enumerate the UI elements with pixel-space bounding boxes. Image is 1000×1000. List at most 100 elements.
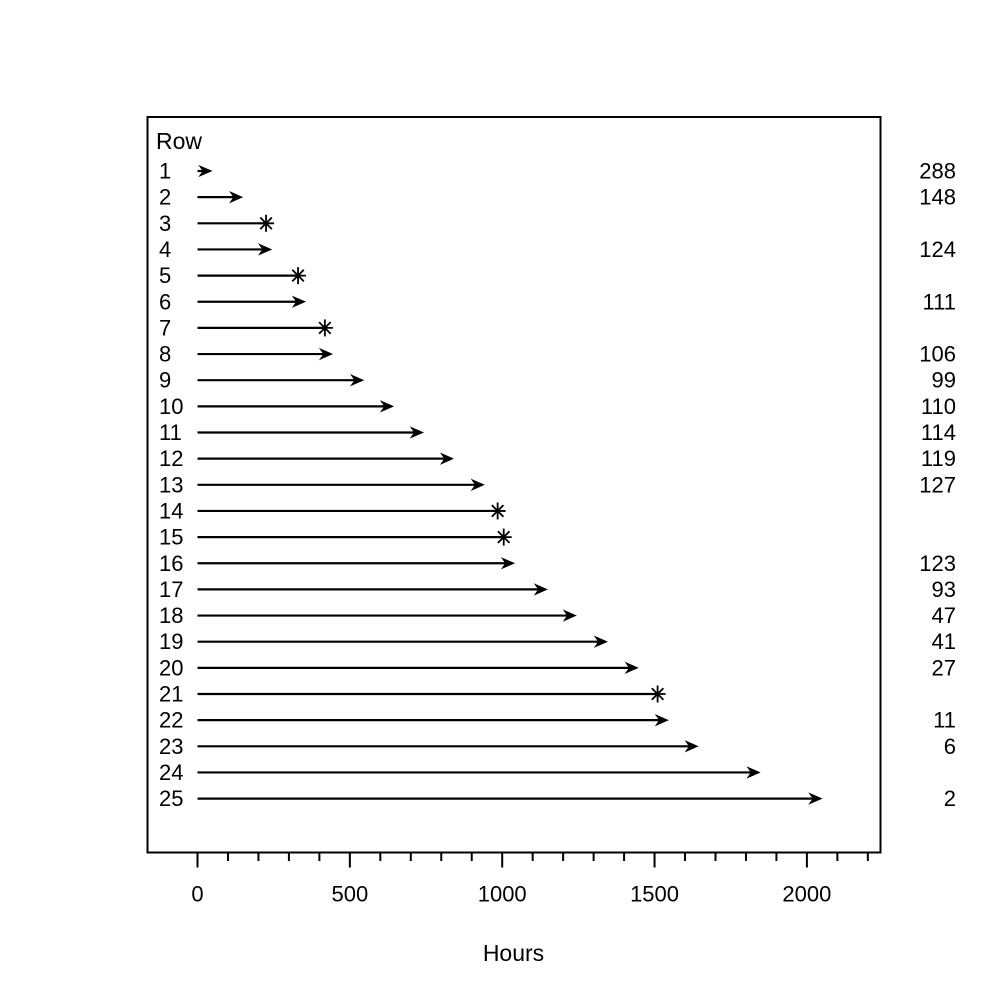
event-row: 21 — [159, 682, 666, 707]
right-count-label: 41 — [932, 629, 956, 654]
arrow-icon — [379, 400, 395, 413]
row-label: 3 — [159, 211, 171, 236]
event-row: 9 99 — [159, 368, 956, 393]
right-count-label: 148 — [919, 185, 956, 210]
right-count-label: 111 — [923, 289, 956, 314]
arrow-icon — [654, 713, 669, 727]
row-label: 22 — [159, 708, 183, 733]
event-row: 18 47 — [159, 603, 956, 628]
x-axis-tick-label: 1500 — [630, 882, 679, 907]
event-row: 19 41 — [159, 629, 956, 654]
row-label: 25 — [159, 786, 183, 811]
row-label: 21 — [159, 682, 183, 707]
event-row: 2 148 — [159, 185, 956, 210]
right-count-label: 110 — [921, 394, 956, 419]
asterisk-icon — [489, 502, 506, 520]
x-axis-tick-label: 2000 — [782, 882, 831, 907]
right-count-label: 127 — [919, 472, 956, 497]
row-label: 9 — [159, 368, 171, 393]
asterisk-ray-d2 — [291, 269, 305, 283]
right-count-label: 114 — [921, 420, 956, 445]
row-label: 19 — [159, 629, 183, 654]
event-row: 17 93 — [159, 577, 956, 602]
arrow-icon — [500, 557, 516, 570]
event-row: 1 288 — [159, 159, 956, 184]
asterisk-ray-d2 — [651, 687, 665, 701]
event-row: 4 124 — [159, 237, 956, 262]
event-row: 15 — [159, 525, 512, 550]
event-row: 14 — [159, 498, 506, 523]
event-row: 24 — [159, 760, 761, 785]
row-label: 12 — [159, 446, 183, 471]
arrow-icon — [746, 766, 761, 779]
event-row: 8 106 — [159, 342, 956, 367]
right-count-label: 99 — [932, 368, 956, 393]
row-label: 17 — [159, 577, 183, 602]
row-label: 4 — [159, 237, 171, 262]
arrow-icon — [562, 609, 577, 622]
row-label: 20 — [159, 655, 183, 680]
right-count-label: 47 — [932, 603, 956, 628]
asterisk-ray-d2 — [318, 321, 332, 335]
event-row: 20 27 — [159, 655, 956, 680]
asterisk-icon — [495, 528, 512, 546]
right-count-label: 2 — [944, 786, 956, 811]
arrow-icon — [808, 792, 823, 805]
event-row: 23 6 — [159, 734, 956, 759]
row-label: 23 — [159, 734, 183, 759]
row-label: 2 — [159, 185, 171, 210]
event-row: 13 127 — [159, 472, 956, 497]
event-row: 3 — [159, 211, 275, 236]
event-row: 25 2 — [159, 786, 956, 811]
asterisk-ray-d2 — [491, 504, 505, 518]
event-row: 6 111 — [159, 289, 956, 314]
right-count-label: 6 — [944, 734, 956, 759]
arrow-icon — [593, 635, 608, 648]
row-label: 24 — [159, 760, 183, 785]
row-label: 1 — [159, 159, 171, 184]
arrow-icon — [258, 243, 273, 256]
asterisk-icon — [258, 214, 275, 232]
event-row: 22 11 — [159, 708, 956, 733]
arrow-icon — [533, 583, 548, 596]
arrow-icon — [318, 347, 334, 361]
arrow-icon — [409, 426, 424, 439]
row-label: 10 — [159, 394, 183, 419]
right-count-label: 124 — [919, 237, 956, 262]
arrow-icon — [198, 164, 213, 178]
right-count-label: 27 — [932, 655, 956, 680]
asterisk-icon — [649, 685, 666, 703]
x-axis-tick-label: 0 — [191, 882, 203, 907]
right-count-label: 11 — [933, 708, 956, 733]
row-label: 16 — [159, 551, 183, 576]
row-label: 8 — [159, 342, 171, 367]
row-label: 13 — [159, 472, 183, 497]
plot-box — [146, 116, 882, 854]
event-row: 11 114 — [159, 420, 956, 445]
row-label: 7 — [159, 315, 171, 340]
right-count-label: 123 — [919, 551, 956, 576]
right-count-label: 288 — [919, 159, 956, 184]
row-label: 15 — [159, 525, 183, 550]
asterisk-icon — [316, 319, 333, 337]
right-count-label: 106 — [919, 342, 956, 367]
arrow-icon — [684, 740, 699, 753]
right-count-label: 93 — [932, 577, 956, 602]
arrow-icon — [229, 190, 244, 204]
asterisk-ray-d2 — [259, 216, 273, 230]
row-label: 5 — [159, 263, 171, 288]
row-label: 6 — [159, 289, 171, 314]
x-axis-tick-label: 500 — [331, 882, 368, 907]
row-header-label: Row — [156, 128, 202, 154]
arrow-icon — [291, 295, 307, 308]
right-count-label: 119 — [921, 446, 956, 471]
x-axis-tick-label: 1000 — [478, 882, 527, 907]
arrow-icon — [350, 374, 365, 387]
x-axis: 0 500 1000 1500 2000 — [191, 852, 869, 907]
event-row: 12 119 — [159, 446, 956, 471]
event-row: 16 123 — [159, 551, 956, 576]
event-row: 10 110 — [159, 394, 956, 419]
arrow-icon — [439, 452, 455, 465]
